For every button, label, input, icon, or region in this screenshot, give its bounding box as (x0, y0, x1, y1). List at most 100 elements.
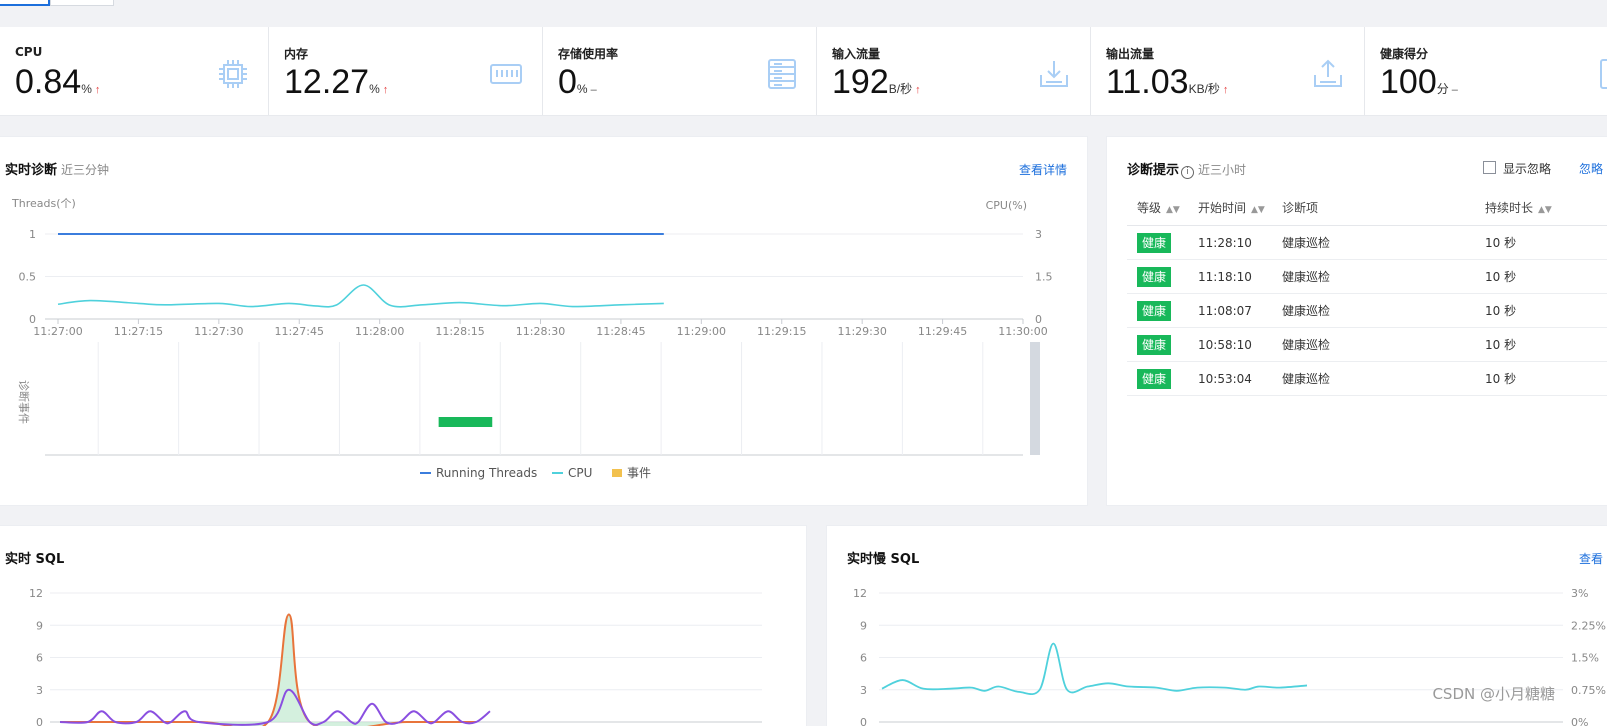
series-line-cpu (57, 284, 664, 308)
series-line-purple (59, 688, 491, 726)
card-title: 实时诊断 近三分钟 (5, 159, 109, 178)
realtime-sql-chart: 0 3 6 9 12 (29, 587, 762, 726)
sort-icon[interactable]: ▲▼ (1538, 204, 1552, 215)
realtime-diagnosis-card: 实时诊断 近三分钟 查看详情 Threads(个) CPU(%) 0 0.5 1 0 1.5 3… (0, 137, 1087, 505)
x-tick-label: 11:29:45 (918, 325, 967, 338)
ignore-link[interactable]: 忽略 (1579, 162, 1604, 176)
y2-tick-label: 2.25% (1571, 619, 1606, 632)
y-tick-label: 3 (860, 684, 867, 697)
metric-value: 100分 – (1380, 63, 1458, 102)
metric-label: CPU (15, 45, 43, 59)
tab-inactive[interactable] (50, 0, 114, 6)
duration-cell: 10 秒 (1475, 293, 1607, 328)
metric-unit: % (369, 82, 380, 96)
y2-tick-label: 3% (1571, 587, 1588, 600)
x-tick-label: 11:27:15 (114, 325, 163, 338)
card-title-text: 实时诊断 (5, 163, 58, 178)
column-header-level[interactable]: 等级 ▲▼ (1127, 189, 1188, 226)
slow-sql-chart: 0 3 6 9 12 0% 0.75% 1.5% 2.25% 3% (853, 587, 1606, 726)
download-icon (1040, 61, 1068, 87)
metric-value: 0.84% ↑ (15, 63, 100, 102)
item-cell: 健康巡检 (1272, 327, 1475, 362)
y2-axis-label: CPU(%) (986, 199, 1027, 212)
y2-tick-label: 1.5% (1571, 652, 1599, 665)
trend-up-icon: ↑ (94, 84, 101, 96)
view-details-link[interactable]: 查看详情 (1019, 163, 1068, 177)
metric-inbound: 输入流量 192B/秒 ↑ (817, 27, 1091, 115)
diagnosis-tips-card: 诊断提示 i 近三小时 显示忽略 忽略 等级 ▲▼ 开始时间 ▲▼ 诊断项 持续时长 ▲▼… (1107, 137, 1607, 505)
level-cell: 健康 (1127, 327, 1188, 362)
table-row[interactable]: 健康 11:08:07 健康巡检 10 秒 (1127, 293, 1607, 328)
time-cell: 10:53:04 (1188, 361, 1272, 396)
column-header-duration[interactable]: 持续时长 ▲▼ (1475, 189, 1607, 226)
trend-flat-icon: – (590, 84, 597, 96)
sort-icon[interactable]: ▲▼ (1166, 204, 1180, 215)
y-axis-label: Threads(个) (11, 197, 76, 210)
y2-tick-label: 3 (1035, 228, 1042, 241)
table-row[interactable]: 健康 10:58:10 健康巡检 10 秒 (1127, 327, 1607, 362)
health-badge: 健康 (1137, 300, 1172, 321)
show-ignored-checkbox[interactable] (1483, 161, 1496, 174)
tab-active[interactable] (0, 0, 50, 6)
trend-up-icon: ↑ (382, 84, 389, 96)
y-tick-label: 0.5 (19, 271, 37, 284)
legend-threads: Running Threads (436, 466, 537, 480)
storage-icon (768, 59, 796, 89)
card-subtitle: 近三小时 (1198, 163, 1247, 177)
x-tick-label: 11:27:30 (194, 325, 243, 338)
health-badge: 健康 (1137, 334, 1172, 355)
metric-value: 11.03KB/秒 ↑ (1106, 63, 1228, 102)
metric-cpu: CPU 0.84% ↑ (0, 27, 269, 115)
metric-memory: 内存 12.27% ↑ (269, 27, 543, 115)
duration-cell: 10 秒 (1475, 327, 1607, 362)
card-title: 实时慢 SQL (847, 552, 920, 567)
metric-number: 0 (558, 63, 577, 101)
table-row[interactable]: 健康 11:28:10 健康巡检 10 秒 (1127, 225, 1607, 260)
metric-label: 存储使用率 (558, 47, 619, 61)
table-row[interactable]: 健康 10:53:04 健康巡检 10 秒 (1127, 361, 1607, 396)
metric-unit: KB/秒 (1188, 82, 1220, 96)
item-cell: 健康巡检 (1272, 225, 1475, 260)
level-cell: 健康 (1127, 225, 1188, 260)
event-scroll-handle (1030, 342, 1040, 455)
y-tick-label: 1 (29, 228, 36, 241)
legend-event: 事件 (627, 466, 651, 480)
item-cell: 健康巡检 (1272, 361, 1475, 396)
legend-cpu: CPU (568, 466, 592, 480)
metric-value: 192B/秒 ↑ (832, 63, 921, 102)
legend-event-marker (612, 469, 622, 477)
y2-tick-label: 0% (1571, 716, 1588, 726)
x-tick-label: 11:28:00 (355, 325, 404, 338)
metric-unit: 分 (1436, 82, 1449, 96)
show-ignored-label: 显示忽略 (1503, 162, 1552, 176)
metric-number: 12.27 (284, 63, 370, 101)
sort-icon[interactable]: ▲▼ (1251, 204, 1265, 215)
metric-unit: % (81, 82, 92, 96)
card-subtitle: 近三分钟 (61, 163, 110, 177)
diagnosis-table: 等级 ▲▼ 开始时间 ▲▼ 诊断项 持续时长 ▲▼ 健康 11:28:10 健康巡检 10 … (1127, 189, 1607, 396)
metric-health: 健康得分 100分 – (1365, 27, 1607, 115)
header-label: 开始时间 (1198, 200, 1247, 215)
realtime-diagnosis-chart: Threads(个) CPU(%) 0 0.5 1 0 1.5 3 11:27:00 11:27:… (11, 197, 1053, 480)
series-area-orange (60, 614, 477, 726)
x-tick-label: 11:27:45 (275, 325, 324, 338)
health-badge: 健康 (1137, 266, 1172, 287)
memory-icon (490, 64, 522, 84)
x-tick-label: 11:29:00 (677, 325, 726, 338)
duration-cell: 10 秒 (1475, 361, 1607, 396)
x-tick-label: 11:29:30 (837, 325, 886, 338)
x-tick-label: 11:28:30 (516, 325, 565, 338)
card-title: 诊断提示 i 近三小时 (1127, 159, 1246, 179)
level-cell: 健康 (1127, 361, 1188, 396)
column-header-start-time[interactable]: 开始时间 ▲▼ (1188, 189, 1272, 226)
y-tick-label: 6 (36, 652, 43, 665)
x-tick-label: 11:30:00 (998, 325, 1047, 338)
table-row[interactable]: 健康 11:18:10 健康巡检 10 秒 (1127, 259, 1607, 294)
y-tick-label: 0 (36, 716, 43, 726)
metric-value: 12.27% ↑ (284, 63, 388, 102)
slow-sql-card: 实时慢 SQL 查看 0 3 6 9 12 0% 0.75% 1.5% 2.25% 3% (827, 526, 1607, 726)
y-tick-label: 0 (29, 313, 36, 326)
view-slow-sql-link[interactable]: 查看 (1579, 552, 1604, 566)
y-tick-label: 12 (29, 587, 43, 600)
metric-label: 健康得分 (1380, 47, 1429, 61)
